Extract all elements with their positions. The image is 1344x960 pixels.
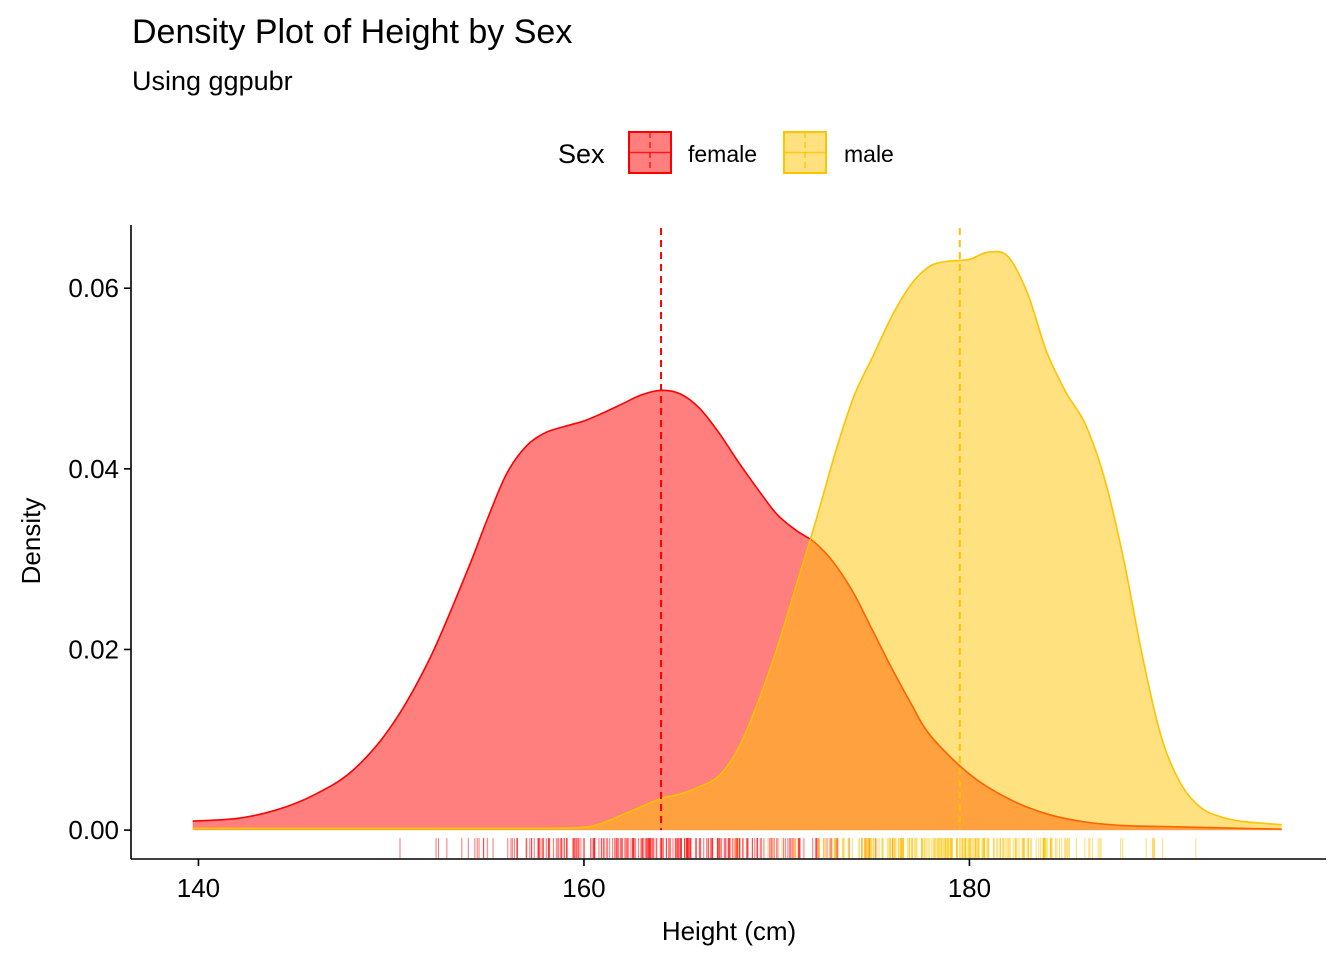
density-area-male — [192, 251, 1282, 831]
x-axis-label: Height (cm) — [662, 916, 796, 946]
y-tick-label: 0.00 — [68, 815, 119, 845]
chart-subtitle: Using ggpubr — [132, 66, 293, 96]
legend-key-male — [783, 131, 827, 174]
legend-label-female: female — [688, 141, 757, 167]
x-tick-label: 140 — [177, 873, 220, 903]
x-tick-label: 180 — [948, 873, 991, 903]
density-area-female — [192, 390, 1282, 831]
rug — [399, 838, 1197, 859]
legend-title: Sex — [558, 139, 605, 169]
legend-label-male: male — [844, 141, 894, 167]
legend-key-female — [628, 131, 672, 174]
y-tick-label: 0.02 — [68, 634, 119, 664]
y-tick-label: 0.04 — [68, 454, 119, 484]
legend: Sex female male — [558, 131, 894, 174]
chart-title: Density Plot of Height by Sex — [132, 13, 573, 51]
density-line-male — [192, 250, 1282, 830]
plot-area: 140 160 180 0.00 0.02 0.04 0.06 — [68, 225, 1326, 903]
y-tick-label: 0.06 — [68, 273, 119, 303]
y-axis-label: Density — [16, 498, 46, 585]
x-tick-label: 160 — [562, 873, 605, 903]
